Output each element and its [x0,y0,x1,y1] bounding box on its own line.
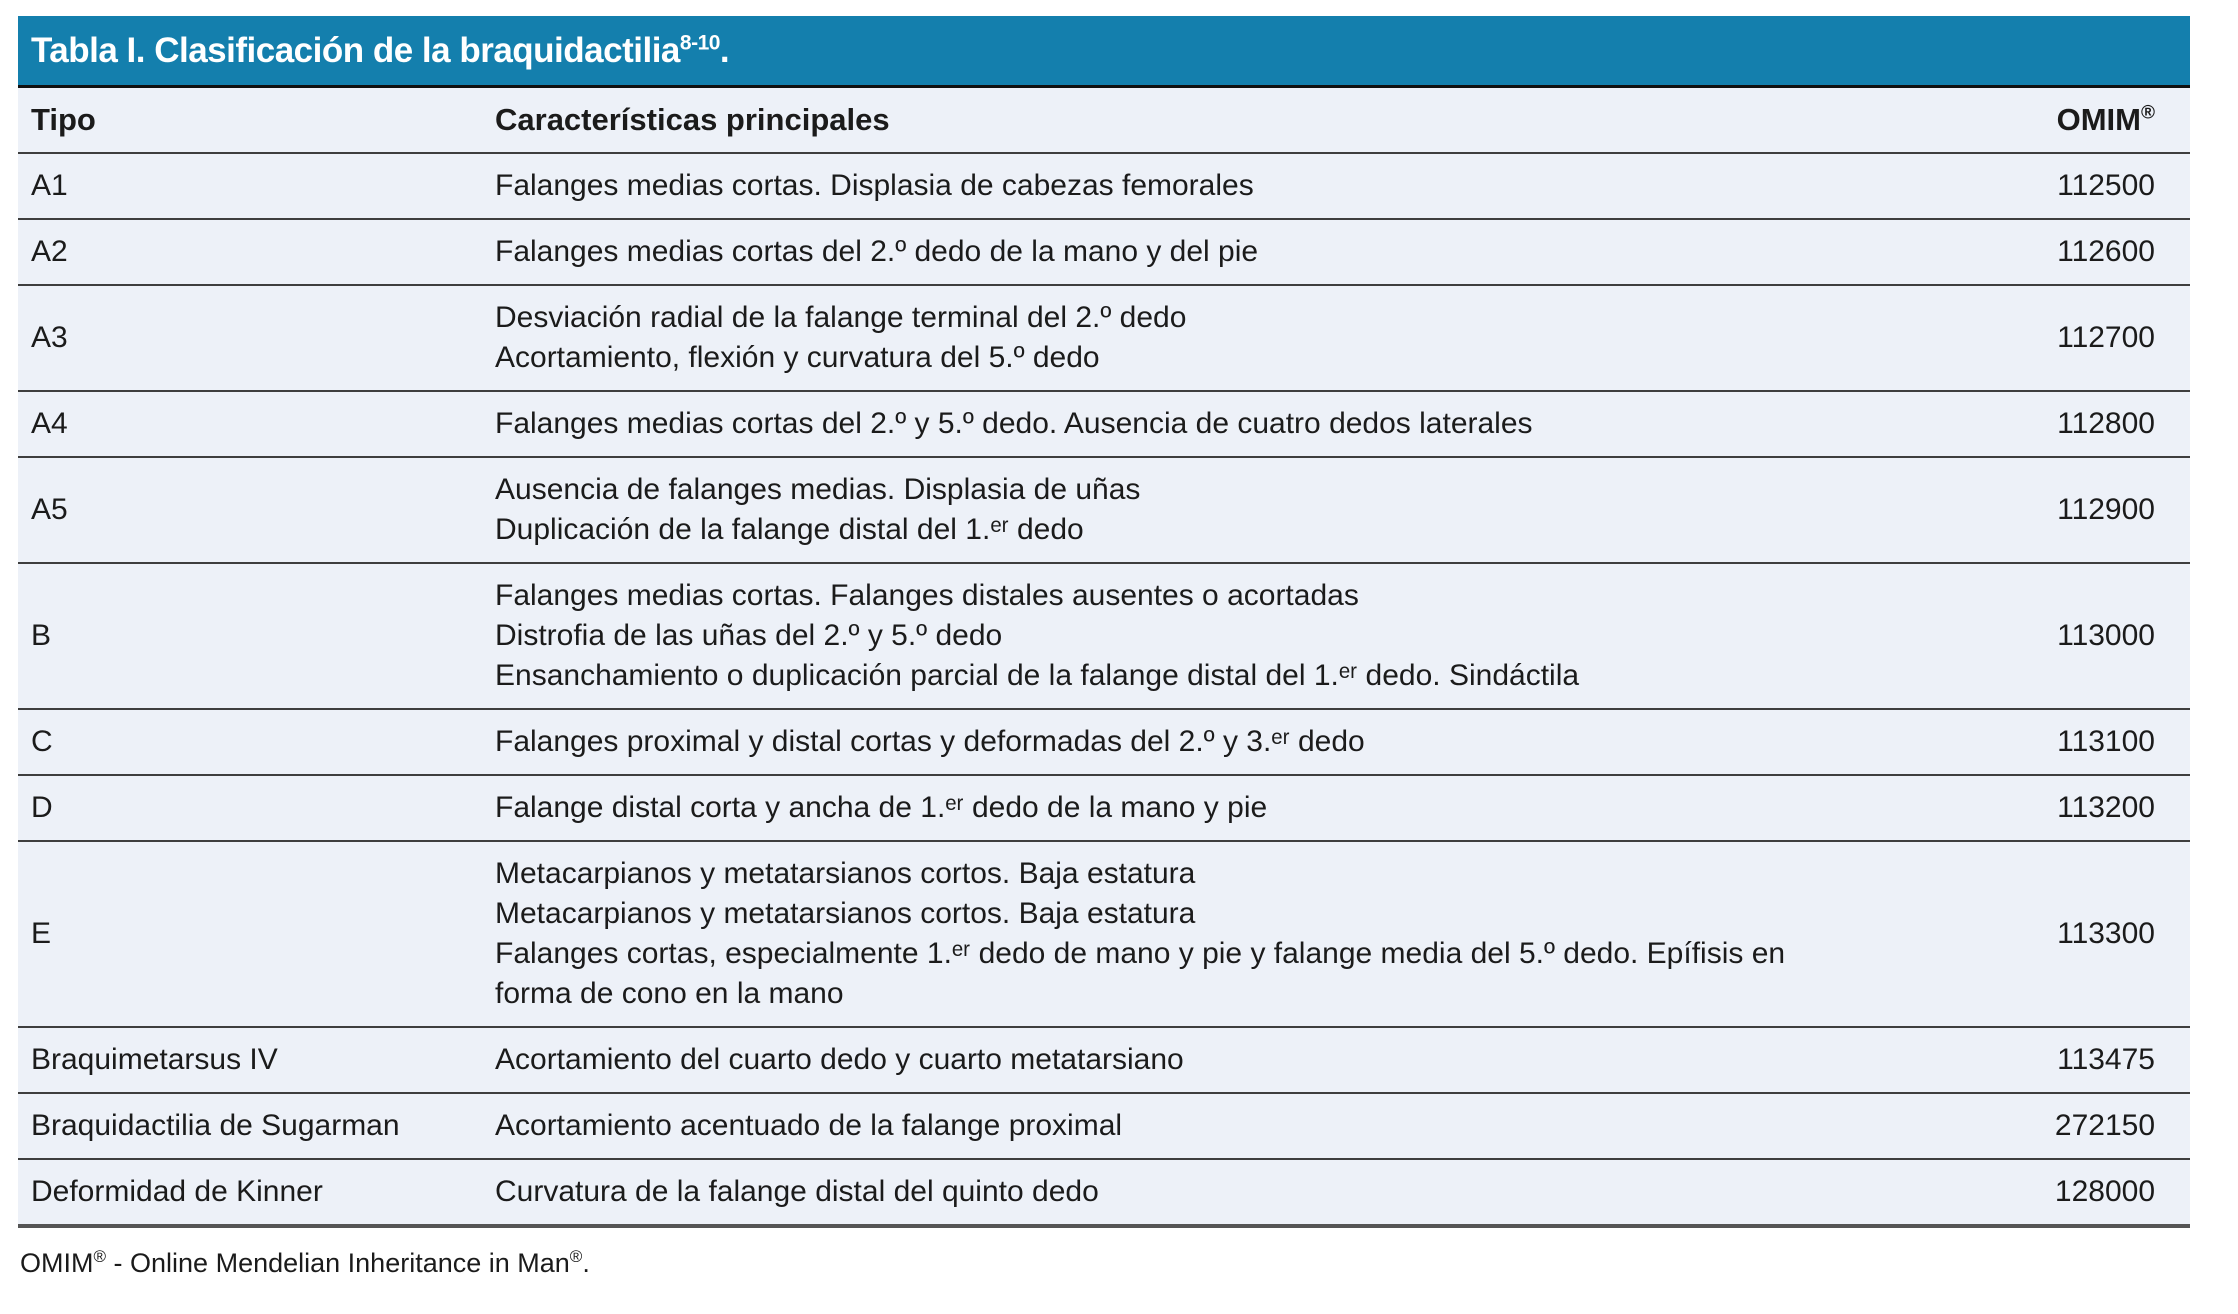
row-caracteristicas: Acortamiento del cuarto dedo y cuarto me… [495,1040,1875,1080]
caracteristica-line: Falanges proximal y distal cortas y defo… [495,725,1365,758]
table-row: Braquidactilia de Sugarman Acortamiento a… [18,1092,2190,1158]
caracteristica-line: Falanges medias cortas. Falanges distale… [495,579,1359,612]
table-footnote: OMIM® - Online Mendelian Inheritance in … [18,1248,2190,1279]
row-tipo: D [31,791,53,824]
row-tipo: Braquidactilia de Sugarman [31,1109,400,1142]
caracteristica-line: Desviación radial de la falange terminal… [495,301,1187,334]
table-row: A5 Ausencia de falanges medias. Displasia… [18,456,2190,562]
caracteristica-line: Falanges cortas, especialmente 1.ᵉʳ dedo… [495,937,1786,1010]
table-row: B Falanges medias cortas. Falanges distal… [18,562,2190,708]
table-row: E Metacarpianos y metatarsianos cortos. B… [18,840,2190,1026]
table-row: A4 Falanges medias cortas del 2.º y 5.º d… [18,390,2190,456]
table-row: D Falange distal corta y ancha de 1.ᵉʳ de… [18,774,2190,840]
row-tipo: A3 [31,321,68,354]
row-omim-number: 112500 [2057,169,2155,202]
table-title-reference-superscript: 8-10 [679,30,721,54]
row-caracteristicas: Falanges medias cortas del 2.º dedo de l… [495,232,1875,272]
table-title-text: Tabla I. Clasificación de la braquidacti… [31,30,680,70]
table-row: C Falanges proximal y distal cortas y def… [18,708,2190,774]
row-caracteristicas: Falanges proximal y distal cortas y defo… [495,722,1875,762]
table-header-row: Tipo Características principales OMIM® [18,88,2190,152]
row-omim-number: 112600 [2057,235,2155,268]
row-tipo: Braquimetarsus IV [31,1043,278,1076]
row-tipo: Deformidad de Kinner [31,1175,323,1208]
row-tipo: A2 [31,235,68,268]
table-title-bar: Tabla I. Clasificación de la braquidacti… [18,16,2190,88]
table-body: A1 Falanges medias cortas. Displasia de c… [18,152,2190,1228]
caracteristica-line: Acortamiento, flexión y curvatura del 5.… [495,341,1100,374]
row-tipo: A4 [31,407,68,440]
caracteristica-line: Distrofia de las uñas del 2.º y 5.º dedo [495,619,1003,652]
footnote-text: - Online Mendelian Inheritance in Man [106,1248,570,1278]
table-row: A2 Falanges medias cortas del 2.º dedo de… [18,218,2190,284]
omim-registered-mark: ® [2141,102,2155,124]
caracteristica-line: Falange distal corta y ancha de 1.ᵉʳ ded… [495,791,1268,824]
footnote-omim: OMIM [20,1248,94,1278]
row-caracteristicas: Falanges medias cortas. Falanges distale… [495,576,1875,696]
omim-header-label: OMIM [2056,102,2141,137]
row-omim-number: 113200 [2057,791,2155,824]
row-omim-number: 112800 [2057,407,2155,440]
footnote-registered-mark-1: ® [93,1247,107,1266]
caracteristica-line: Falanges medias cortas del 2.º y 5.º ded… [495,407,1533,440]
caracteristica-line: Ausencia de falanges medias. Displasia d… [495,473,1141,506]
caracteristica-line: Ensanchamiento o duplicación parcial de … [495,659,1580,692]
column-header-omim: OMIM® [1875,102,2190,138]
row-tipo: B [31,619,52,652]
column-header-caracteristicas: Características principales [495,102,890,137]
table-title-period: . [719,30,730,70]
footnote-registered-mark-2: ® [569,1247,583,1266]
table-row: A3 Desviación radial de la falange termin… [18,284,2190,390]
row-caracteristicas: Acortamiento acentuado de la falange pro… [495,1106,1875,1146]
row-omim-number: 113475 [2057,1043,2155,1076]
row-caracteristicas: Ausencia de falanges medias. Displasia d… [495,470,1875,550]
row-tipo: A5 [31,493,68,526]
row-caracteristicas: Falanges medias cortas del 2.º y 5.º ded… [495,404,1875,444]
caracteristica-line: Metacarpianos y metatarsianos cortos. Ba… [495,857,1196,890]
row-omim-number: 272150 [2054,1109,2155,1142]
row-caracteristicas: Metacarpianos y metatarsianos cortos. Ba… [495,854,1875,1014]
row-omim-number: 113100 [2057,725,2155,758]
table-row: Deformidad de Kinner Curvatura de la fala… [18,1158,2190,1224]
caracteristica-line: Curvatura de la falange distal del quint… [495,1175,1099,1208]
classification-table: Tabla I. Clasificación de la braquidacti… [18,16,2190,1228]
column-header-tipo: Tipo [31,102,96,137]
row-omim-number: 113000 [2057,619,2155,652]
caracteristica-line: Metacarpianos y metatarsianos cortos. Ba… [495,897,1196,930]
caracteristica-line: Duplicación de la falange distal del 1.ᵉ… [495,513,1084,546]
row-caracteristicas: Falanges medias cortas. Displasia de cab… [495,166,1875,206]
row-omim-number: 128000 [2054,1175,2155,1208]
row-caracteristicas: Falange distal corta y ancha de 1.ᵉʳ ded… [495,788,1875,828]
row-omim-number: 112900 [2057,493,2155,526]
table-row: A1 Falanges medias cortas. Displasia de c… [18,152,2190,218]
table-row: Braquimetarsus IV Acortamiento del cuarto… [18,1026,2190,1092]
row-tipo: E [31,917,52,950]
row-caracteristicas: Curvatura de la falange distal del quint… [495,1172,1875,1212]
caracteristica-line: Falanges medias cortas. Displasia de cab… [495,169,1254,202]
row-omim-number: 112700 [2057,321,2155,354]
row-caracteristicas: Desviación radial de la falange terminal… [495,298,1875,378]
caracteristica-line: Acortamiento acentuado de la falange pro… [495,1109,1123,1142]
row-omim-number: 113300 [2057,917,2155,950]
footnote-period: . [582,1248,590,1278]
caracteristica-line: Acortamiento del cuarto dedo y cuarto me… [495,1043,1184,1076]
row-tipo: A1 [31,169,68,202]
table-title: Tabla I. Clasificación de la braquidacti… [31,30,730,71]
row-tipo: C [31,725,53,758]
caracteristica-line: Falanges medias cortas del 2.º dedo de l… [495,235,1259,268]
